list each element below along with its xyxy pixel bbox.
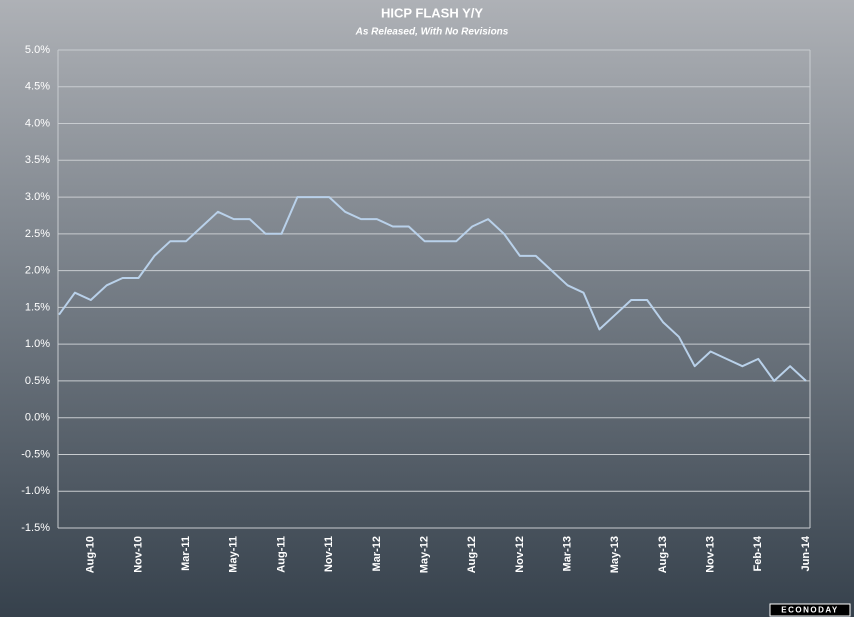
y-tick-label: 4.5% bbox=[25, 81, 50, 93]
y-tick-label: 4.0% bbox=[25, 117, 50, 129]
y-tick-label: 2.5% bbox=[25, 228, 50, 240]
x-tick-label: Jun-14 bbox=[800, 535, 812, 571]
x-tick-label: Mar-12 bbox=[371, 536, 383, 571]
y-tick-label: 0.5% bbox=[25, 375, 50, 387]
y-tick-label: -0.5% bbox=[21, 448, 50, 460]
x-tick-label: Aug-11 bbox=[275, 536, 287, 573]
y-tick-label: 2.0% bbox=[25, 265, 50, 277]
x-tick-label: Aug-10 bbox=[85, 536, 97, 573]
x-tick-label: Mar-11 bbox=[180, 536, 192, 571]
x-tick-label: Mar-13 bbox=[562, 536, 574, 571]
x-tick-label: Nov-11 bbox=[323, 536, 335, 572]
y-tick-label: -1.0% bbox=[21, 485, 50, 497]
y-tick-label: 3.0% bbox=[25, 191, 50, 203]
x-tick-label: May-11 bbox=[228, 536, 240, 573]
x-tick-label: Feb-14 bbox=[752, 535, 764, 571]
chart-subtitle: As Released, With No Revisions bbox=[355, 27, 509, 38]
x-tick-label: Nov-13 bbox=[705, 536, 717, 573]
x-tick-label: May-12 bbox=[418, 536, 430, 573]
y-tick-label: 1.5% bbox=[25, 301, 50, 313]
y-tick-label: 3.5% bbox=[25, 154, 50, 166]
x-tick-label: Aug-13 bbox=[657, 536, 669, 573]
y-tick-label: 5.0% bbox=[25, 44, 50, 56]
x-tick-label: Nov-12 bbox=[514, 536, 526, 573]
y-tick-label: -1.5% bbox=[21, 522, 50, 534]
y-tick-label: 1.0% bbox=[25, 338, 50, 350]
y-tick-label: 0.0% bbox=[25, 412, 50, 424]
x-tick-label: Aug-12 bbox=[466, 536, 478, 573]
chart-title: HICP FLASH Y/Y bbox=[381, 5, 483, 20]
logo-box bbox=[769, 603, 851, 617]
source-logo: ECONODAY bbox=[781, 606, 839, 615]
x-tick-label: May-13 bbox=[609, 536, 621, 573]
data-line bbox=[58, 196, 807, 382]
x-tick-label: Nov-10 bbox=[132, 536, 144, 573]
